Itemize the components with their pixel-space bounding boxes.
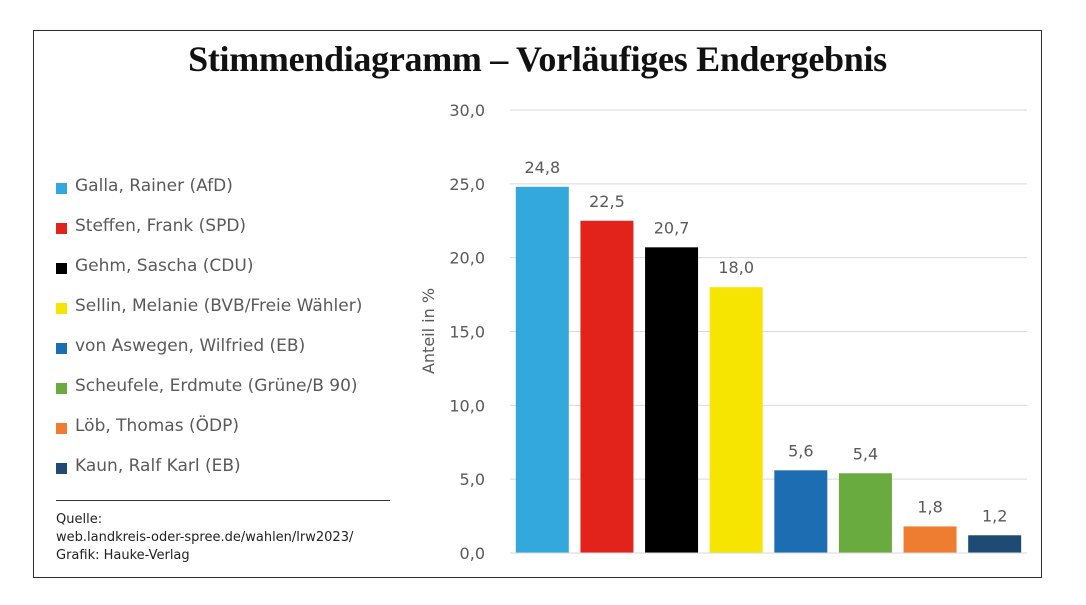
legend-label: Gehm, Sascha (CDU): [75, 256, 254, 276]
legend-label: Kaun, Ralf Karl (EB): [75, 456, 241, 476]
chart-title: Stimmendiagramm – Vorläufiges Endergebni…: [188, 39, 887, 79]
legend-label: von Aswegen, Wilfried (EB): [75, 336, 306, 356]
source-note: Quelle: web.landkreis-oder-spree.de/wahl…: [56, 511, 353, 565]
legend-label: Sellin, Melanie (BVB/Freie Wähler): [75, 296, 363, 316]
data-label: 1,8: [917, 497, 942, 516]
data-label: 5,6: [788, 441, 813, 460]
bar: [838, 473, 892, 553]
bar: [903, 526, 957, 553]
data-label: 5,4: [853, 444, 878, 463]
y-axis-label: Anteil in %: [419, 288, 438, 374]
y-tick-label: 10,0: [449, 396, 485, 415]
y-tick-label: 25,0: [449, 175, 485, 194]
bar: [968, 535, 1022, 553]
legend-swatch: [56, 263, 67, 274]
legend-swatch: [56, 303, 67, 314]
bar: [580, 220, 634, 553]
y-tick-label: 30,0: [449, 101, 485, 120]
bar: [774, 470, 828, 553]
y-tick-label: 15,0: [449, 323, 485, 342]
bar: [645, 247, 699, 553]
source-url: web.landkreis-oder-spree.de/wahlen/lrw20…: [56, 530, 354, 545]
legend-label: Scheufele, Erdmute (Grüne/B 90): [75, 376, 358, 396]
legend-swatch: [56, 223, 67, 234]
data-label: 1,2: [982, 506, 1007, 525]
data-label: 18,0: [718, 258, 754, 277]
chart-frame: [33, 30, 1042, 578]
legend-swatch: [56, 183, 67, 194]
y-tick-label: 0,0: [460, 544, 485, 563]
legend-swatch: [56, 423, 67, 434]
source-label: Quelle:: [56, 512, 103, 527]
data-label: 22,5: [589, 192, 625, 211]
data-label: 24,8: [525, 158, 561, 177]
data-label: 20,7: [654, 218, 690, 237]
source-divider: [56, 500, 390, 501]
legend-swatch: [56, 343, 67, 354]
legend-swatch: [56, 463, 67, 474]
bar: [709, 287, 763, 553]
legend-label: Steffen, Frank (SPD): [75, 216, 247, 236]
legend-swatch: [56, 383, 67, 394]
legend-label: Galla, Rainer (AfD): [75, 176, 233, 196]
bar: [515, 186, 569, 553]
legend-label: Löb, Thomas (ÖDP): [75, 416, 239, 436]
y-tick-label: 20,0: [449, 249, 485, 268]
y-tick-label: 5,0: [460, 470, 485, 489]
source-credit: Grafik: Hauke-Verlag: [56, 548, 190, 563]
